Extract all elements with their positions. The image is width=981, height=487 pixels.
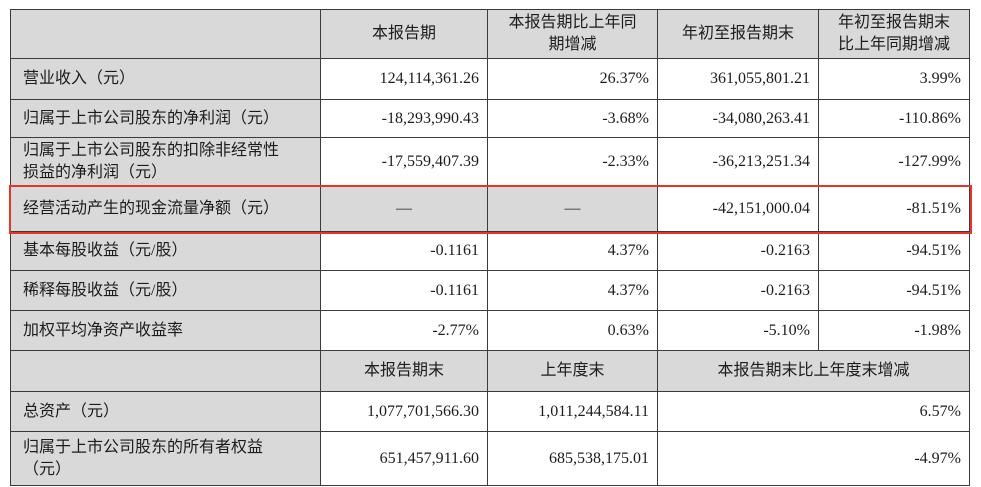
cell-current-period: -0.1161: [320, 270, 488, 311]
row-basic-eps: 基本每股收益（元/股） -0.1161 4.37% -0.2163 -94.51…: [10, 231, 970, 271]
header-row-period-end: 本报告期末 上年度末 本报告期末比上年度末增减: [10, 350, 970, 392]
header-period-change-yoy: 本报告期比上年同 期增减: [487, 9, 658, 59]
header-current-period-end: 本报告期末: [320, 350, 488, 392]
financial-summary-table: 本报告期 本报告期比上年同 期增减 年初至报告期末 年初至报告期末 比上年同期增…: [8, 9, 972, 486]
cell-ytd-change: -127.99%: [818, 137, 970, 187]
cell-period-change-dash: —: [487, 186, 658, 232]
cell-current-period: 124,114,361.26: [320, 58, 488, 100]
header-blank: [10, 350, 321, 392]
cell-period-change: 4.37%: [487, 231, 658, 271]
cell-period-change: -2.33%: [487, 137, 658, 187]
cell-current-period-dash: —: [320, 186, 488, 232]
row-total-assets: 总资产（元） 1,077,701,566.30 1,011,244,584.11…: [10, 391, 970, 432]
row-net-profit-attributable: 归属于上市公司股东的净利润（元） -18,293,990.43 -3.68% -…: [10, 99, 970, 138]
row-label: 经营活动产生的现金流量净额（元）: [10, 186, 321, 232]
row-net-profit-excl-nonrecurring: 归属于上市公司股东的扣除非经常性 损益的净利润（元） -17,559,407.3…: [10, 137, 970, 187]
key-indicators-table: 本报告期 本报告期比上年同 期增减 年初至报告期末 年初至报告期末 比上年同期增…: [8, 9, 972, 486]
row-weighted-avg-roe: 加权平均净资产收益率 -2.77% 0.63% -5.10% -1.98%: [10, 310, 970, 351]
cell-ytd: -5.10%: [657, 310, 819, 351]
cell-period-end: 1,077,701,566.30: [320, 391, 488, 432]
header-row-period: 本报告期 本报告期比上年同 期增减 年初至报告期末 年初至报告期末 比上年同期增…: [10, 9, 970, 59]
cell-current-period: -0.1161: [320, 231, 488, 271]
row-label: 营业收入（元）: [10, 58, 321, 100]
header-blank: [10, 9, 321, 59]
cell-current-period: -17,559,407.39: [320, 137, 488, 187]
row-label: 加权平均净资产收益率: [10, 310, 321, 351]
cell-ytd-change: 3.99%: [818, 58, 970, 100]
cell-ytd: -0.2163: [657, 231, 819, 271]
row-label: 归属于上市公司股东的扣除非经常性 损益的净利润（元）: [10, 137, 321, 187]
row-equity-attributable: 归属于上市公司股东的所有者权益 （元） 651,457,911.60 685,5…: [10, 431, 970, 486]
cell-prior-year-end: 685,538,175.01: [487, 431, 658, 486]
cell-current-period: -2.77%: [320, 310, 488, 351]
row-label: 归属于上市公司股东的所有者权益 （元）: [10, 431, 321, 486]
cell-ytd-change: -1.98%: [818, 310, 970, 351]
cell-prior-year-end: 1,011,244,584.11: [487, 391, 658, 432]
row-label: 归属于上市公司股东的净利润（元）: [10, 99, 321, 138]
cell-ytd-change: -94.51%: [818, 231, 970, 271]
row-label: 基本每股收益（元/股）: [10, 231, 321, 271]
header-ytd: 年初至报告期末: [657, 9, 819, 59]
cell-period-end: 651,457,911.60: [320, 431, 488, 486]
cell-period-end-change: -4.97%: [657, 431, 970, 486]
row-label: 稀释每股收益（元/股）: [10, 270, 321, 311]
row-label: 总资产（元）: [10, 391, 321, 432]
cell-ytd-change: -81.51%: [818, 186, 970, 232]
highlighted-row-operating-cash-flow: 经营活动产生的现金流量净额（元） — — -42,151,000.04 -81.…: [8, 184, 972, 234]
cell-period-change: 0.63%: [487, 310, 658, 351]
row-diluted-eps: 稀释每股收益（元/股） -0.1161 4.37% -0.2163 -94.51…: [10, 270, 970, 311]
row-operating-revenue: 营业收入（元） 124,114,361.26 26.37% 361,055,80…: [10, 58, 970, 100]
header-ytd-change-yoy: 年初至报告期末 比上年同期增减: [818, 9, 970, 59]
cell-current-period: -18,293,990.43: [320, 99, 488, 138]
cell-ytd: -0.2163: [657, 270, 819, 311]
cell-period-change: -3.68%: [487, 99, 658, 138]
cell-ytd: 361,055,801.21: [657, 58, 819, 100]
cell-ytd: -34,080,263.41: [657, 99, 819, 138]
cell-ytd-change: -94.51%: [818, 270, 970, 311]
cell-period-change: 4.37%: [487, 270, 658, 311]
header-current-period: 本报告期: [320, 9, 488, 59]
cell-ytd-change: -110.86%: [818, 99, 970, 138]
cell-period-end-change: 6.57%: [657, 391, 970, 432]
cell-ytd: -42,151,000.04: [657, 186, 819, 232]
header-prior-year-end: 上年度末: [487, 350, 658, 392]
cell-period-change: 26.37%: [487, 58, 658, 100]
header-period-end-change: 本报告期末比上年度末增减: [657, 350, 970, 392]
cell-ytd: -36,213,251.34: [657, 137, 819, 187]
